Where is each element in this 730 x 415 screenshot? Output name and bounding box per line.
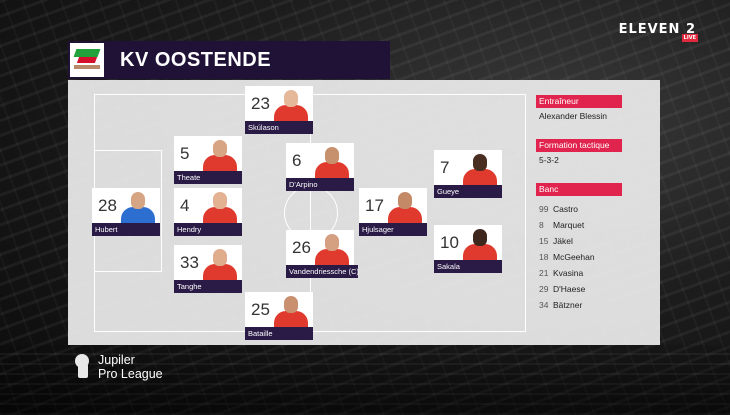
- player-card[interactable]: 7 Gueye: [434, 150, 502, 198]
- league-logo: Jupiler Pro League: [72, 352, 192, 384]
- bench-number: 99: [539, 204, 549, 214]
- lineup-panel: 23 Skúlason 5 Theate 6 D'Arpino 7 Gueye …: [68, 80, 660, 345]
- formation-label: Formation tactique: [536, 139, 622, 152]
- player-card[interactable]: 23 Skúlason: [245, 86, 313, 134]
- player-photo: [314, 145, 350, 178]
- player-number: 33: [180, 253, 199, 272]
- list-item: 18 McGeehan: [539, 252, 595, 262]
- bench-name: Marquet: [553, 220, 585, 230]
- bench-name: Kvasina: [553, 268, 584, 278]
- league-line2: Pro League: [98, 367, 163, 381]
- player-card[interactable]: 5 Theate: [174, 136, 242, 184]
- player-photo: [462, 152, 498, 185]
- player-card[interactable]: 4 Hendry: [174, 188, 242, 236]
- player-name: D'Arpino: [286, 178, 354, 191]
- player-name: Theate: [174, 171, 242, 184]
- player-number: 28: [98, 196, 117, 215]
- player-name: Hjulsager: [359, 223, 427, 236]
- bench-label: Banc: [536, 183, 622, 196]
- list-item: 21 Kvasina: [539, 268, 583, 278]
- broadcaster-name: ELEVEN 2: [618, 22, 696, 37]
- player-photo: [202, 247, 238, 280]
- player-name: Sakala: [434, 260, 502, 273]
- player-name: Hubert: [92, 223, 160, 236]
- player-number: 25: [251, 300, 270, 319]
- formation-value: 5-3-2: [539, 155, 559, 165]
- player-number: 6: [292, 151, 302, 170]
- league-name: Jupiler Pro League: [98, 353, 163, 381]
- lion-icon: [72, 352, 94, 380]
- bench-number: 21: [539, 268, 549, 278]
- player-photo: [273, 294, 309, 327]
- bench-name: Bätzner: [553, 300, 583, 310]
- broadcaster-logo: ELEVEN 2 LIVE: [618, 22, 698, 42]
- player-card[interactable]: 25 Bataille: [245, 292, 313, 340]
- coach-label: Entraîneur: [536, 95, 622, 108]
- player-number: 7: [440, 158, 450, 177]
- player-photo: [120, 190, 156, 223]
- bench-number: 8: [539, 220, 544, 230]
- bench-number: 29: [539, 284, 549, 294]
- league-line1: Jupiler: [98, 353, 135, 367]
- kv-oostende-crest-icon: [70, 43, 104, 77]
- team-name: KV OOSTENDE: [120, 48, 272, 71]
- team-header: KV OOSTENDE: [68, 41, 390, 79]
- list-item: 29 D'Haese: [539, 284, 585, 294]
- player-number: 26: [292, 238, 311, 257]
- live-badge: LIVE: [681, 34, 698, 42]
- player-photo: [273, 88, 309, 121]
- bench-name: D'Haese: [553, 284, 586, 294]
- player-photo: [202, 190, 238, 223]
- player-number: 5: [180, 144, 190, 163]
- coach-name: Alexander Blessin: [539, 111, 608, 121]
- list-item: 34 Bätzner: [539, 300, 582, 310]
- bench-number: 34: [539, 300, 549, 310]
- player-name: Hendry: [174, 223, 242, 236]
- player-number: 4: [180, 196, 190, 215]
- player-photo: [314, 232, 350, 265]
- list-item: 15 Jäkel: [539, 236, 573, 246]
- player-name: Gueye: [434, 185, 502, 198]
- player-number: 17: [365, 196, 384, 215]
- list-item: 8 Marquet: [539, 220, 584, 230]
- bench-number: 15: [539, 236, 549, 246]
- player-card[interactable]: 6 D'Arpino: [286, 143, 354, 191]
- player-name: Bataille: [245, 327, 313, 340]
- player-name: Skúlason: [245, 121, 313, 134]
- player-card[interactable]: 26 Vandendriessche (C): [286, 230, 359, 278]
- player-card[interactable]: 10 Sakala: [434, 225, 502, 273]
- player-name: Vandendriessche (C): [286, 265, 359, 278]
- bench-name: Castro: [553, 204, 579, 214]
- list-item: 99 Castro: [539, 204, 578, 214]
- player-number: 10: [440, 233, 459, 252]
- player-card[interactable]: 17 Hjulsager: [359, 188, 427, 236]
- bench-number: 18: [539, 252, 549, 262]
- bench-name: McGeehan: [553, 252, 595, 262]
- stadium-stands: [0, 345, 730, 415]
- player-card[interactable]: 33 Tanghe: [174, 245, 242, 293]
- player-photo: [202, 138, 238, 171]
- player-photo: [387, 190, 423, 223]
- player-name: Tanghe: [174, 280, 242, 293]
- player-photo: [462, 227, 498, 260]
- player-card[interactable]: 28 Hubert: [92, 188, 160, 236]
- bench-name: Jäkel: [553, 236, 573, 246]
- player-number: 23: [251, 94, 270, 113]
